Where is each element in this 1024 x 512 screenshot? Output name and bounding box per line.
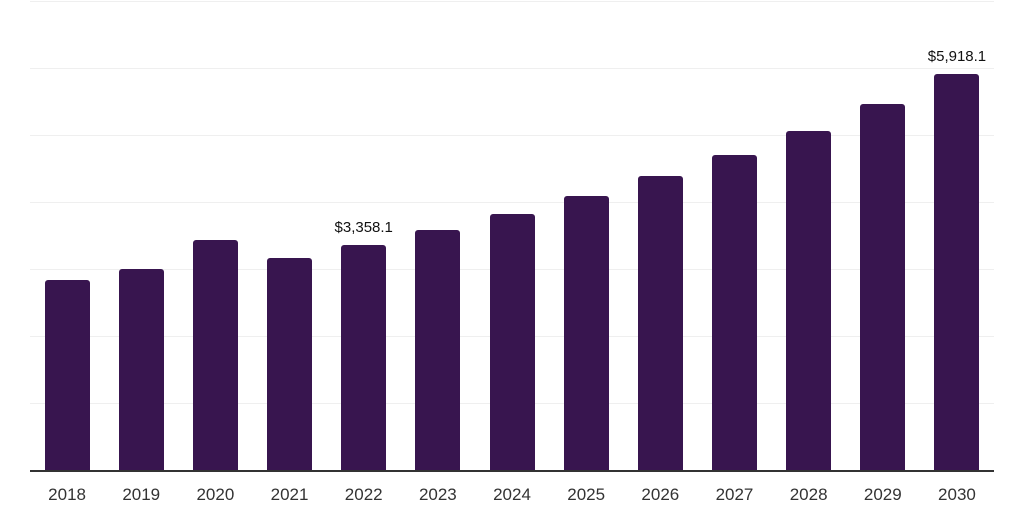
x-tick-label-2030: 2030: [938, 484, 976, 504]
plot-area: $3,358.1 $5,918.1: [30, 1, 994, 470]
bar-band: [104, 1, 178, 470]
gridline: [30, 68, 994, 69]
bar-2022[interactable]: [341, 245, 387, 470]
bar-2021[interactable]: [267, 257, 313, 470]
bar-band: [475, 1, 549, 470]
bar-2019[interactable]: [118, 269, 164, 470]
bar-chart: $3,358.1 $5,918.1 2018 2019 2020 2021 2022 202…: [30, 1, 994, 512]
bar-2023[interactable]: [415, 230, 461, 470]
bar-band: [846, 1, 920, 470]
bar-band: [178, 1, 252, 470]
bar-2029[interactable]: [860, 103, 906, 470]
bar-2027[interactable]: [711, 155, 757, 470]
bar-band: [697, 1, 771, 470]
x-axis-line: [30, 470, 994, 472]
x-tick-label-2019: 2019: [122, 484, 161, 504]
gridline: [30, 202, 994, 203]
bar-band: [401, 1, 475, 470]
x-tick-label-2026: 2026: [641, 484, 680, 504]
x-tick-label-2023: 2023: [418, 484, 457, 504]
x-axis-labels: 2018 2019 2020 2021 2022 2023 2024 2025 2026 2027…: [30, 472, 994, 505]
bar-band: $5,918.1: [920, 1, 994, 470]
x-tick-label-2020: 2020: [196, 484, 235, 504]
bar-band: [772, 1, 846, 470]
bar-2018[interactable]: [44, 280, 90, 470]
bar-band: $3,358.1: [327, 1, 401, 470]
x-tick-label-2018: 2018: [48, 484, 86, 504]
data-label-2022: $3,358.1: [334, 219, 393, 237]
bar-2030[interactable]: [934, 73, 980, 470]
bar-2028[interactable]: [786, 131, 832, 470]
bar-band: [623, 1, 697, 470]
x-tick-label-2022: 2022: [344, 484, 383, 504]
bar-band: [252, 1, 326, 470]
bar-2024[interactable]: [489, 214, 535, 470]
gridline: [30, 135, 994, 136]
x-tick-label-2029: 2029: [863, 484, 902, 504]
bar-band: [549, 1, 623, 470]
bar-2026[interactable]: [637, 175, 683, 470]
x-tick-label-2027: 2027: [715, 484, 754, 504]
x-tick-label-2021: 2021: [270, 484, 309, 504]
bar-series: $3,358.1 $5,918.1: [30, 1, 994, 470]
gridline: [30, 1, 994, 2]
bar-band: [30, 1, 104, 470]
data-label-2030: $5,918.1: [927, 47, 987, 65]
x-tick-label-2025: 2025: [567, 484, 606, 504]
bar-2025[interactable]: [563, 196, 609, 470]
x-tick-label-2028: 2028: [789, 484, 828, 504]
bar-2020[interactable]: [192, 239, 238, 470]
x-tick-label-2024: 2024: [493, 484, 531, 504]
